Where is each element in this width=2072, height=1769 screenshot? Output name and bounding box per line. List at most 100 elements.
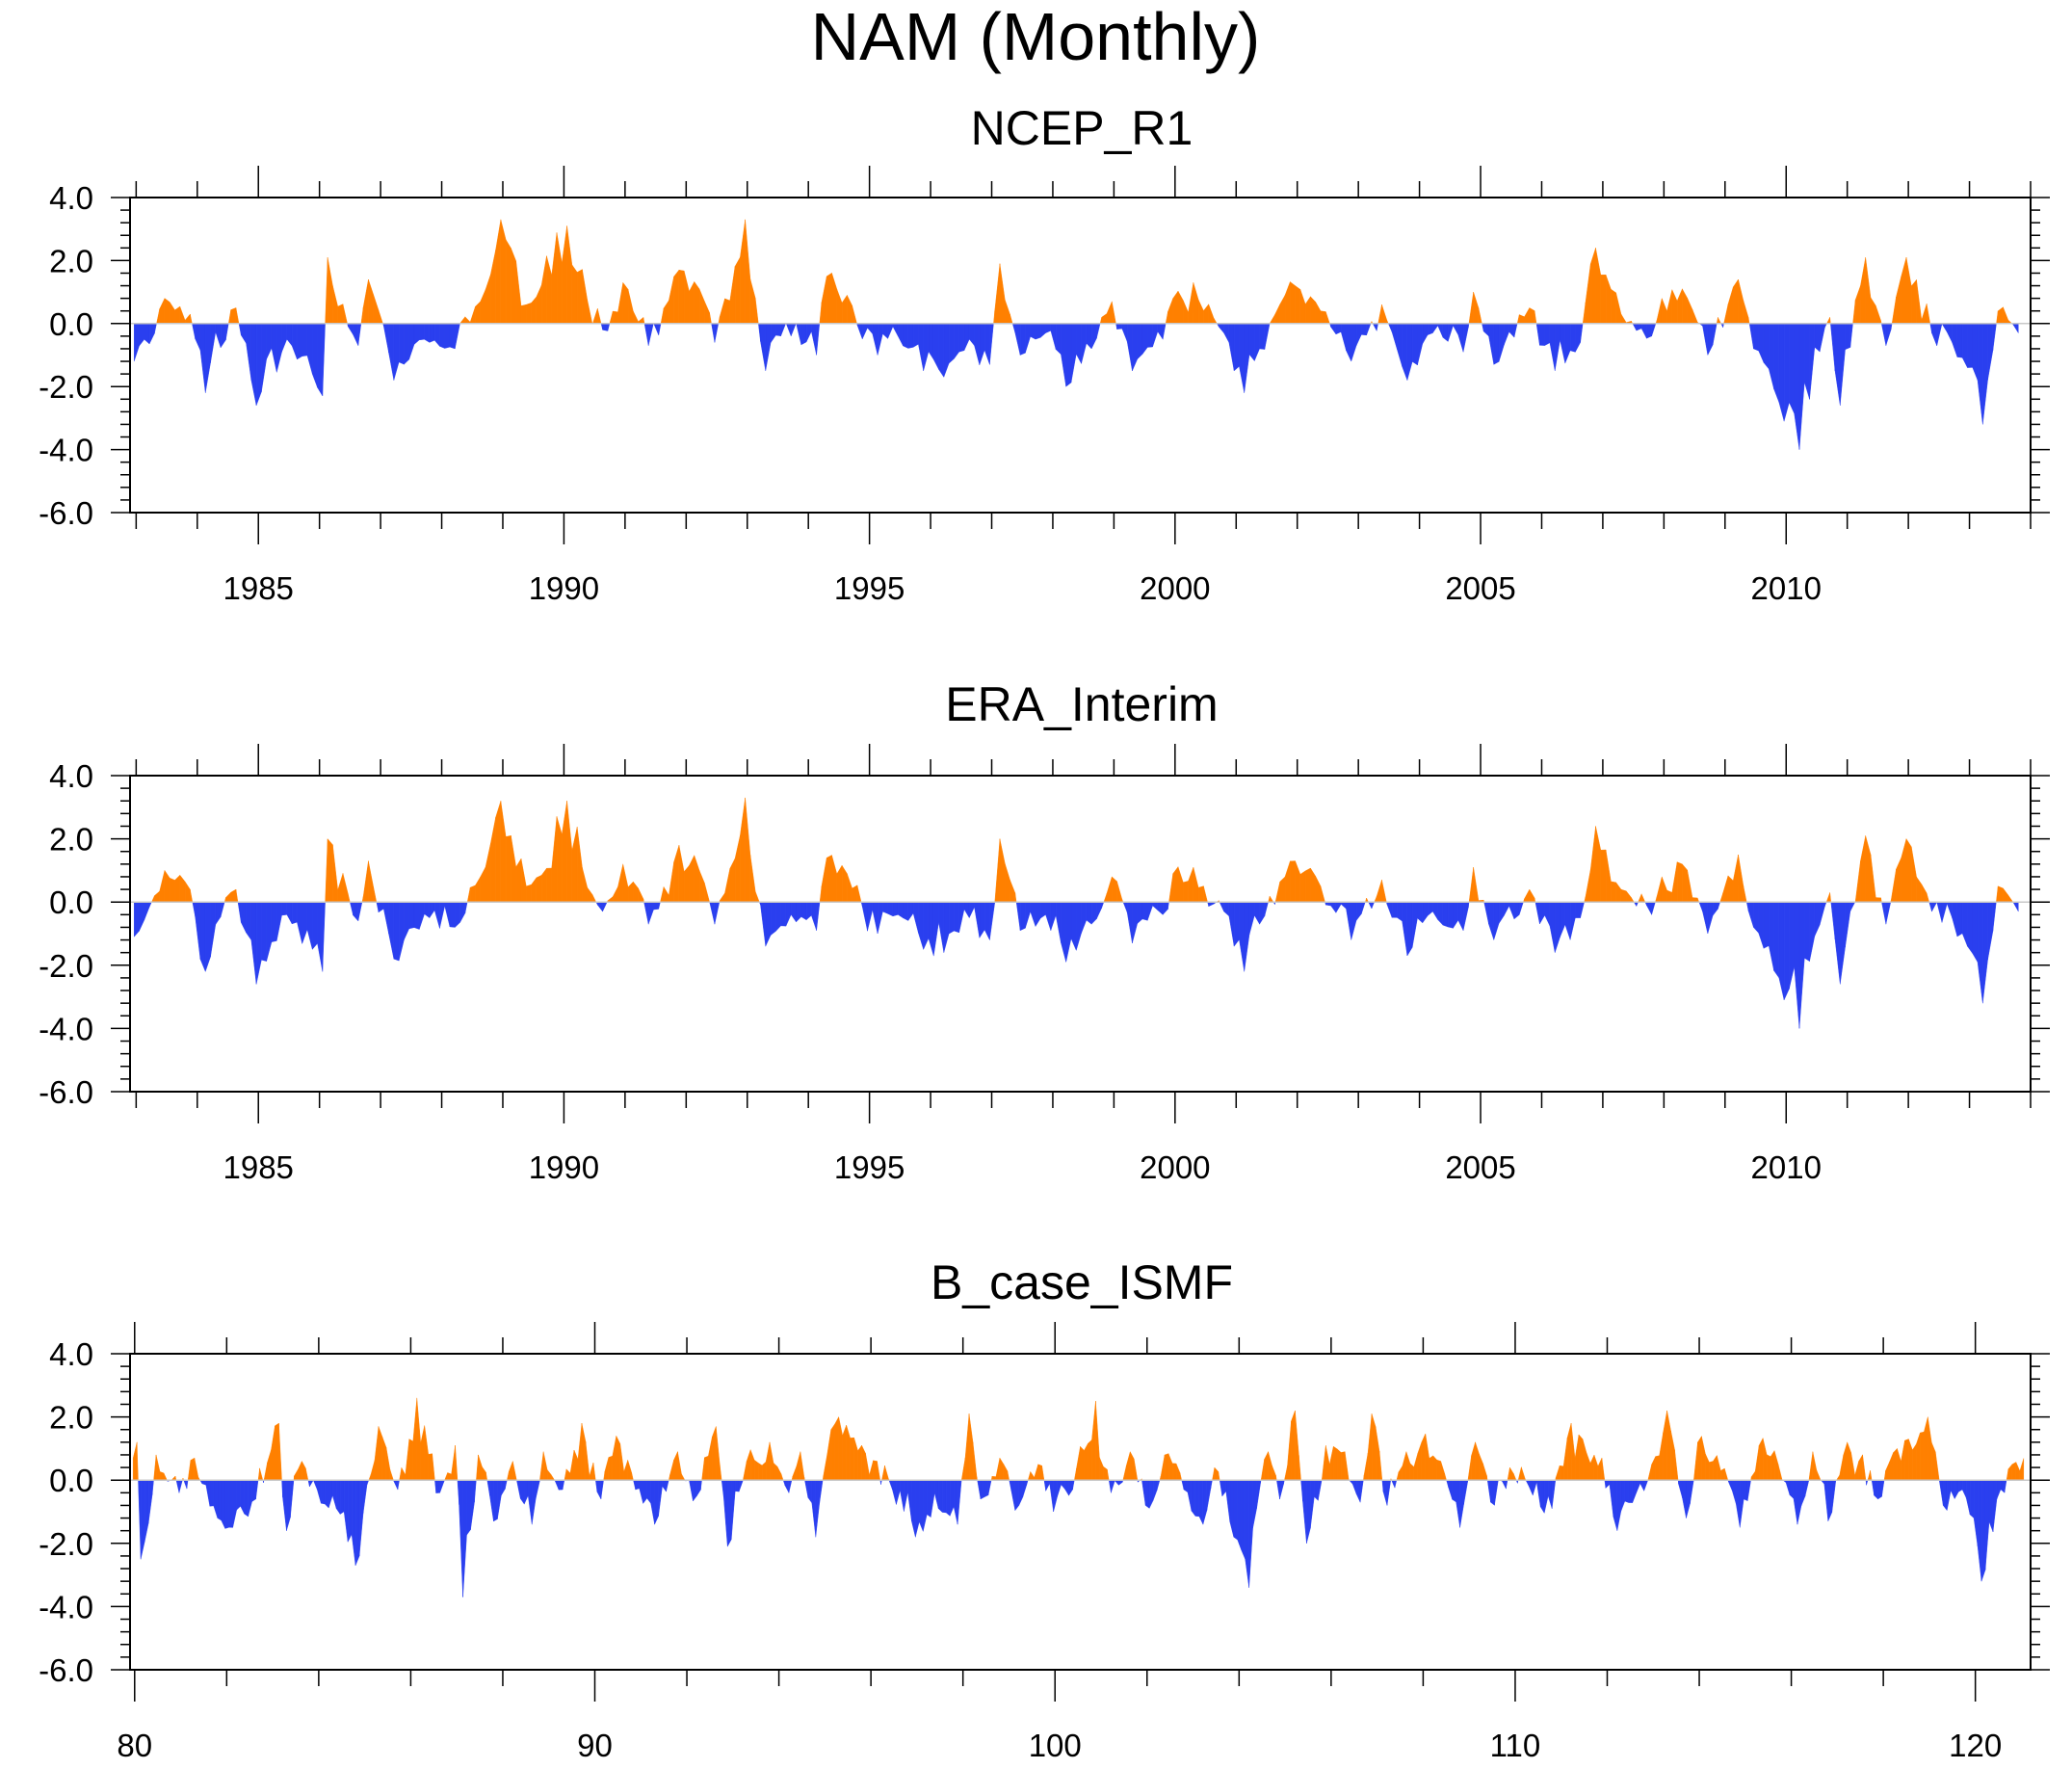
anomaly-segment (1713, 902, 1718, 915)
anomaly-segment (862, 902, 867, 931)
anomaly-segment (375, 1426, 379, 1480)
anomaly-segment (1117, 882, 1122, 902)
anomaly-segment (566, 1469, 570, 1480)
anomaly-segment (369, 1474, 371, 1480)
anomaly-segment (1871, 855, 1875, 902)
anomaly-segment (1066, 902, 1071, 962)
anomaly-segment (1096, 902, 1101, 918)
anomaly-segment (1336, 324, 1341, 334)
anomaly-segment (750, 855, 755, 902)
anomaly-segment (1127, 902, 1132, 943)
anomaly-segment (1325, 312, 1329, 324)
anomaly-segment (1652, 324, 1656, 336)
anomaly-segment (1662, 877, 1666, 902)
anomaly-segment (379, 902, 383, 912)
anomaly-segment (221, 902, 224, 916)
anomaly-segment (1753, 902, 1758, 933)
anomaly-segment (1626, 891, 1631, 902)
y-axis: 4.02.00.0-2.0-4.0-6.0 (39, 758, 2050, 1110)
anomaly-segment (896, 1480, 900, 1504)
anomaly-segment (1212, 1467, 1214, 1480)
anomaly-segment (636, 1480, 640, 1490)
anomaly-segment (256, 324, 261, 406)
anomaly-segment (1583, 1439, 1587, 1481)
anomaly-segment (931, 1480, 934, 1517)
anomaly-segment (730, 266, 735, 323)
anomaly-segment (617, 282, 622, 324)
anomaly-segment (184, 1480, 187, 1489)
anomaly-segment (679, 845, 684, 902)
anomaly-segment (1062, 1480, 1065, 1489)
anomaly-segment (980, 902, 984, 937)
anomaly-segment (1652, 1457, 1656, 1481)
anomaly-segment (228, 310, 230, 324)
anomaly-segment (140, 324, 144, 346)
anomaly-segment (633, 882, 638, 902)
anomaly-segment (1555, 324, 1560, 371)
anomaly-segment (1606, 275, 1611, 324)
anomaly-segment (541, 256, 546, 324)
anomaly-segment (2003, 888, 2007, 902)
anomaly-segment (1586, 869, 1590, 902)
anomaly-segment (1682, 289, 1687, 324)
anomaly-segment (1163, 324, 1166, 339)
anomaly-segment (1104, 893, 1107, 902)
anomaly-segment (497, 1480, 501, 1518)
anomaly-segment (1504, 324, 1508, 345)
anomaly-segment (857, 885, 861, 902)
anomaly-segment (984, 1480, 988, 1497)
y-tick-label: 4.0 (49, 758, 93, 794)
anomaly-segment (949, 324, 954, 363)
anomaly-segment (379, 1426, 382, 1480)
anomaly-segment (1084, 1443, 1088, 1480)
anomaly-segment (176, 1480, 179, 1492)
anomaly-segment (1540, 1480, 1544, 1513)
anomaly-segment (1828, 1480, 1832, 1521)
anomaly-segment (1875, 1480, 1878, 1499)
anomaly-segment (1998, 307, 2003, 324)
y-tick-label: 0.0 (49, 1463, 93, 1498)
anomaly-segment (806, 902, 811, 920)
anomaly-segment (800, 1452, 804, 1481)
anomaly-segment (1826, 317, 1829, 324)
anomaly-segment (1020, 902, 1025, 931)
anomaly-segment (1927, 304, 1930, 324)
anomaly-segment (739, 1480, 743, 1492)
anomaly-segment (1947, 1480, 1951, 1510)
anomaly-segment (1917, 279, 1922, 323)
anomaly-segment (245, 1480, 249, 1517)
anomaly-segment (1245, 324, 1249, 393)
anomaly-segment (465, 317, 470, 324)
anomaly-segment (430, 902, 434, 917)
anomaly-segment (1494, 324, 1499, 365)
anomaly-segment (724, 868, 729, 902)
anomaly-segment (1891, 324, 1892, 330)
anomaly-segment (282, 902, 287, 915)
anomaly-segment (762, 1462, 766, 1480)
panel-title-b-case-ismf: B_case_ISMF (931, 1255, 1233, 1309)
anomaly-segment (383, 902, 388, 934)
anomaly-segment (771, 324, 775, 343)
anomaly-segment (552, 232, 557, 323)
anomaly-segment (837, 865, 842, 902)
anomaly-segment (481, 290, 485, 324)
anomaly-segment (1832, 1480, 1836, 1512)
anomaly-segment (1130, 1452, 1134, 1481)
anomaly-segment (1138, 324, 1142, 359)
anomaly-segment (1867, 1480, 1868, 1485)
anomaly-segment (1376, 1427, 1379, 1481)
anomaly-segment (996, 1458, 1000, 1480)
anomaly-segment (1859, 1455, 1863, 1480)
anomaly-segment (532, 1480, 536, 1524)
anomaly-segment (1290, 281, 1295, 323)
anomaly-segment (727, 1480, 731, 1546)
anomaly-segment (532, 297, 537, 324)
anomaly-segment (988, 1480, 991, 1495)
anomaly-segment (1790, 1480, 1794, 1498)
anomaly-segment (1387, 902, 1392, 917)
anomaly-segment (506, 835, 511, 902)
anomaly-segment (1713, 324, 1717, 345)
anomaly-segment (1565, 324, 1570, 363)
anomaly-segment (826, 273, 831, 323)
anomaly-segment (1480, 1454, 1483, 1480)
